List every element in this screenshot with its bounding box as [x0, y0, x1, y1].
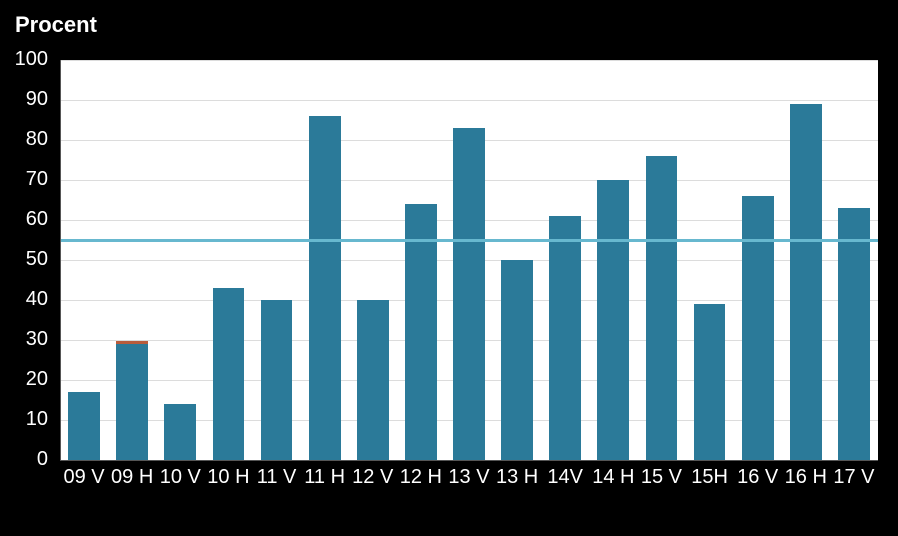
reference-line: [60, 239, 878, 242]
y-tick-label: 20: [0, 368, 48, 391]
bar: [405, 204, 437, 460]
x-tick-label: 11 V: [252, 466, 300, 489]
bar: [549, 216, 581, 460]
x-tick-label: 11 H: [301, 466, 349, 489]
x-tick-label: 10 H: [204, 466, 252, 489]
y-axis-title: Procent: [15, 12, 97, 38]
bar: [742, 196, 774, 460]
x-tick-label: 09 V: [60, 466, 108, 489]
bar: [309, 116, 341, 460]
bar: [694, 304, 726, 460]
x-tick-label: 13 H: [493, 466, 541, 489]
bar-stripe: [116, 341, 148, 344]
x-tick-label: 16 H: [782, 466, 830, 489]
x-tick-label: 12 V: [349, 466, 397, 489]
x-tick-label: 12 H: [397, 466, 445, 489]
gridline: [60, 100, 878, 101]
x-tick-label: 14 H: [589, 466, 637, 489]
y-tick-label: 60: [0, 208, 48, 231]
bar: [164, 404, 196, 460]
y-tick-label: 30: [0, 328, 48, 351]
y-tick-label: 90: [0, 88, 48, 111]
y-tick-label: 40: [0, 288, 48, 311]
x-tick-label: 17 V: [830, 466, 878, 489]
plot-area: [60, 60, 878, 460]
x-tick-label: 10 V: [156, 466, 204, 489]
gridline: [60, 60, 878, 61]
bar: [357, 300, 389, 460]
y-tick-label: 0: [0, 448, 48, 471]
bar: [213, 288, 245, 460]
x-tick-label: 16 V: [734, 466, 782, 489]
chart-container: Procent 0102030405060708090100 09 V09 H1…: [0, 0, 898, 536]
x-tick-label: 13 V: [445, 466, 493, 489]
y-tick-label: 80: [0, 128, 48, 151]
bar: [68, 392, 100, 460]
bar: [597, 180, 629, 460]
y-tick-label: 10: [0, 408, 48, 431]
x-tick-label: 14V: [541, 466, 589, 489]
y-tick-label: 100: [0, 48, 48, 71]
x-tick-label: 09 H: [108, 466, 156, 489]
y-tick-label: 50: [0, 248, 48, 271]
y-tick-label: 70: [0, 168, 48, 191]
y-axis-line: [60, 60, 61, 460]
bar: [116, 344, 148, 460]
x-tick-label: 15 V: [637, 466, 685, 489]
bar: [646, 156, 678, 460]
bar: [453, 128, 485, 460]
bar: [838, 208, 870, 460]
bar: [261, 300, 293, 460]
bar: [790, 104, 822, 460]
bar: [501, 260, 533, 460]
x-tick-label: 15H: [686, 466, 734, 489]
x-axis-line: [60, 460, 878, 461]
